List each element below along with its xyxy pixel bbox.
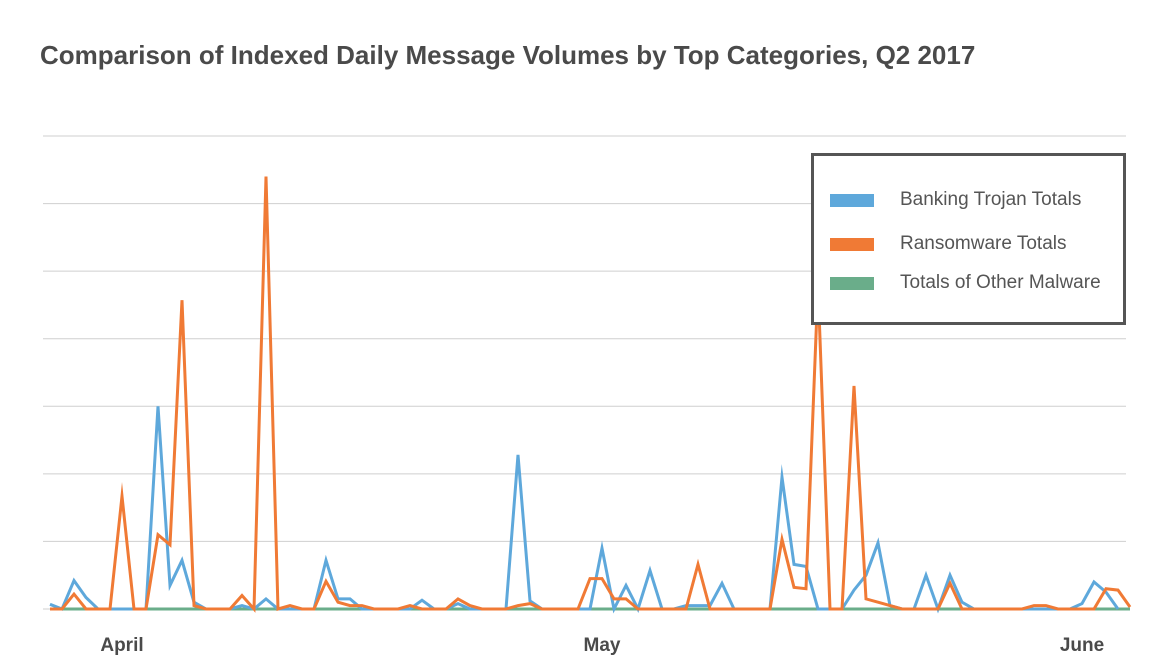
- legend-swatch: [830, 237, 874, 251]
- series-lines: [49, 176, 1132, 614]
- series-line-ransomware-totals: [50, 176, 1132, 613]
- legend-item-banking-trojan: Banking Trojan Totals: [830, 188, 1081, 212]
- legend-label: Ransomware Totals: [900, 233, 1067, 254]
- legend-label: Banking Trojan Totals: [900, 189, 1082, 210]
- series-line-banking-trojan-totals: [49, 406, 1120, 614]
- legend: Banking Trojan Totals Ransomware Totals …: [811, 153, 1126, 325]
- legend-label: Totals of Other Malware: [900, 272, 1101, 293]
- legend-item-other-malware: Totals of Other Malware: [830, 271, 1101, 295]
- legend-swatch: [830, 276, 874, 290]
- x-tick-label: May: [584, 635, 621, 656]
- chart-title: Comparison of Indexed Daily Message Volu…: [40, 40, 976, 70]
- legend-item-ransomware: Ransomware Totals: [830, 232, 1067, 256]
- x-axis-labels: April May June: [100, 635, 1104, 656]
- x-tick-label: April: [100, 635, 143, 656]
- x-tick-label: June: [1060, 635, 1104, 656]
- legend-swatch: [830, 193, 874, 207]
